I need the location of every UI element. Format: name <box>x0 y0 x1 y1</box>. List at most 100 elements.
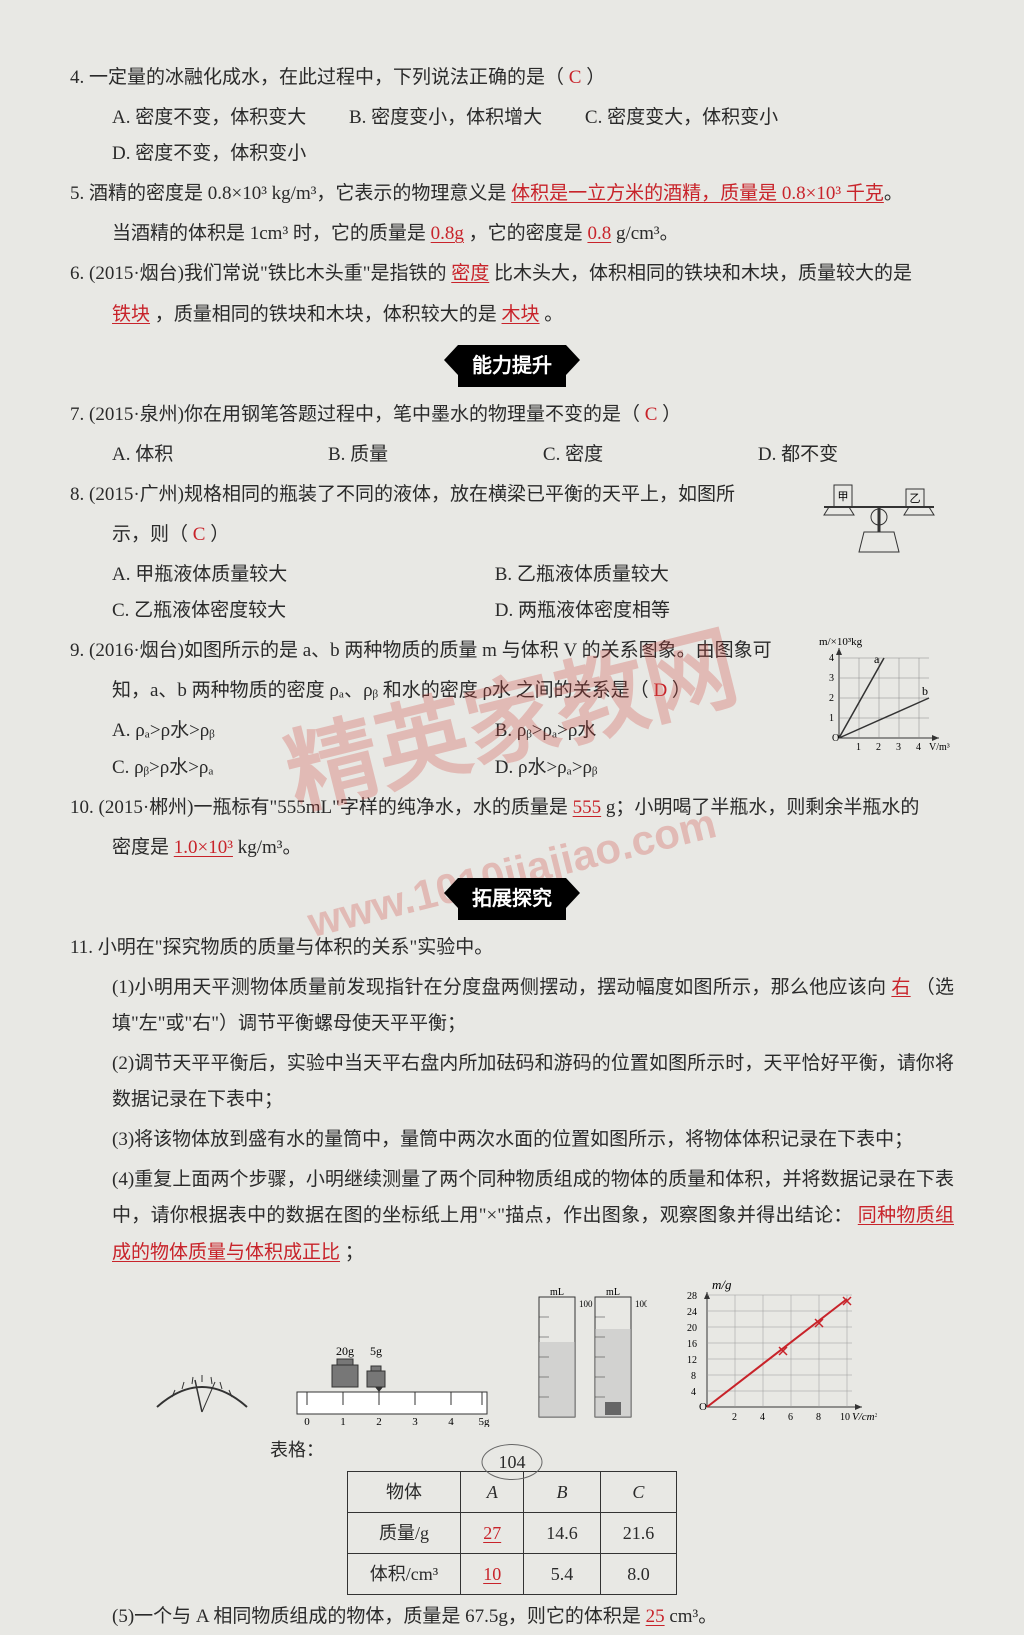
question-10: 10. (2015·郴州)一瓶标有"555mL"字样的纯净水，水的质量是 555… <box>70 790 954 826</box>
svg-text:O: O <box>699 1401 707 1413</box>
svg-text:3: 3 <box>412 1416 418 1427</box>
q11-p1a: (1)小明用天平测物体质量前发现指针在分度盘两侧摆动，摆动幅度如图所示，那么他应… <box>112 977 886 998</box>
q6-ans2: 铁块 <box>112 304 150 325</box>
balance-icon: 甲 乙 <box>804 477 954 567</box>
figures-row: 20g 5g 0 1 2 3 4 5g mL 100 mL 100 <box>70 1277 954 1427</box>
q11-p5: (5)一个与 A 相同物质组成的物体，质量是 67.5g，则它的体积是 25 c… <box>70 1599 954 1635</box>
svg-text:4: 4 <box>448 1416 454 1427</box>
q11-p4a: (4)重复上面两个步骤，小明继续测量了两个同种物质组成的物体的质量和体积，并将数… <box>112 1169 954 1226</box>
weight-20g: 20g <box>336 1344 354 1358</box>
question-5-line2: 当酒精的体积是 1cm³ 时，它的质量是 0.8g ，它的密度是 0.8 g/c… <box>70 216 954 252</box>
q10-l1a: 10. (2015·郴州)一瓶标有"555mL"字样的纯净水，水的质量是 <box>70 797 568 818</box>
question-11: 11. 小明在"探究物质的质量与体积的关系"实验中。 <box>70 930 954 966</box>
q6-l1a: 6. (2015·烟台)我们常说"铁比木头重"是指铁的 <box>70 263 447 284</box>
q7-opt-d: D. 都不变 <box>758 437 838 473</box>
svg-text:1: 1 <box>829 713 834 724</box>
question-10-line2: 密度是 1.0×10³ kg/m³。 <box>70 830 954 866</box>
q4-options: A. 密度不变，体积变大 B. 密度变小，体积增大 C. 密度变大，体积变小 D… <box>70 100 954 172</box>
svg-text:m/g: m/g <box>712 1277 732 1292</box>
q10-l1b: g；小明喝了半瓶水，则剩余半瓶水的 <box>606 797 920 818</box>
question-6-line2: 铁块 ，质量相同的铁块和木块，体积较大的是 木块 。 <box>70 297 954 333</box>
svg-text:12: 12 <box>687 1355 697 1366</box>
section-tag-1: 能力提升 <box>458 345 566 387</box>
q4-opt-b: B. 密度变小，体积增大 <box>349 100 542 136</box>
cylinders-figure: mL 100 mL 100 <box>527 1287 647 1427</box>
svg-text:0: 0 <box>304 1416 310 1427</box>
q7-options: A. 体积 B. 质量 C. 密度 D. 都不变 <box>70 437 954 473</box>
q5-ans1: 体积是一立方米的酒精，质量是 0.8×10³ 千克 <box>511 183 884 204</box>
svg-text:8: 8 <box>816 1412 821 1423</box>
q7-tail: ） <box>662 404 681 425</box>
q8-opt-a: A. 甲瓶液体质量较大 <box>112 557 452 593</box>
q8-l2a: 示，则（ <box>112 524 188 545</box>
dial-figure <box>147 1357 257 1427</box>
q4-opt-c: C. 密度变大，体积变小 <box>585 100 778 136</box>
svg-text:a: a <box>874 652 880 666</box>
th-c: C <box>600 1471 677 1512</box>
q8-l2b: ） <box>210 524 229 545</box>
vol-b: 5.4 <box>524 1554 601 1595</box>
svg-text:O: O <box>832 733 839 744</box>
q9-opt-a: A. ρₐ>ρ水>ρᵦ <box>112 713 452 749</box>
svg-text:1: 1 <box>856 742 861 753</box>
q9-l1: 9. (2016·烟台)如图所示的是 a、b 两种物质的质量 m 与体积 V 的… <box>70 640 772 661</box>
q8-l1: 8. (2015·广州)规格相同的瓶装了不同的液体，放在横梁已平衡的天平上，如图… <box>70 484 735 505</box>
q4-stem: 4. 一定量的冰融化成水，在此过程中，下列说法正确的是（ <box>70 67 564 88</box>
q11-p3: (3)将该物体放到盛有水的量筒中，量筒中两次水面的位置如图所示，将物体体积记录在… <box>70 1122 954 1158</box>
q7-answer: C <box>645 404 658 425</box>
svg-text:V/cm³: V/cm³ <box>852 1411 877 1423</box>
q6-ans1: 密度 <box>451 263 489 284</box>
q8-answer: C <box>193 524 206 545</box>
q4-opt-d: D. 密度不变，体积变小 <box>112 136 306 172</box>
table-row: 质量/g 27 14.6 21.6 <box>347 1513 676 1554</box>
question-7: 7. (2015·泉州)你在用钢笔答题过程中，笔中墨水的物理量不变的是（ C ） <box>70 397 954 433</box>
q6-l2b: 。 <box>544 304 563 325</box>
svg-text:乙: 乙 <box>910 492 921 505</box>
svg-text:2: 2 <box>876 742 881 753</box>
svg-text:4: 4 <box>916 742 921 753</box>
q6-l2a: ，质量相同的铁块和木块，体积较大的是 <box>155 304 497 325</box>
ruler-max: 5g <box>479 1416 491 1427</box>
section-header-1: 能力提升 <box>70 345 954 387</box>
q8-opt-c: C. 乙瓶液体密度较大 <box>112 593 452 629</box>
q7-opt-c: C. 密度 <box>543 437 603 473</box>
svg-text:3: 3 <box>829 673 834 684</box>
q5-l2c: g/cm³。 <box>616 223 679 244</box>
mv-result-graph: m/g O 48 1216 2024 28 24 68 10 V/cm³ <box>677 1277 877 1427</box>
q10-ans1: 555 <box>573 797 602 818</box>
svg-text:2: 2 <box>829 693 834 704</box>
q5-l1b: 。 <box>884 183 903 204</box>
svg-text:V/m³: V/m³ <box>929 742 950 753</box>
section-tag-2: 拓展探究 <box>458 878 566 920</box>
q9-l2b: ） <box>672 680 691 701</box>
q11-stem: 11. 小明在"探究物质的质量与体积的关系"实验中。 <box>70 937 493 958</box>
svg-text:b: b <box>922 684 928 698</box>
graph-ylabel: m/×10³kg <box>819 636 863 648</box>
svg-text:6: 6 <box>788 1412 793 1423</box>
svg-text:mL: mL <box>550 1287 564 1298</box>
svg-text:2: 2 <box>732 1412 737 1423</box>
svg-text:4: 4 <box>829 653 834 664</box>
svg-text:甲: 甲 <box>838 491 849 503</box>
mv-graph-icon: m/×10³kg a b O 12 34 V/m³ 12 34 <box>814 633 954 758</box>
q5-ans2: 0.8g <box>431 223 464 244</box>
section-header-2: 拓展探究 <box>70 878 954 920</box>
svg-text:100: 100 <box>579 1299 593 1309</box>
weight-5g: 5g <box>370 1344 382 1358</box>
q5-l2b: ，它的密度是 <box>469 223 583 244</box>
vol-c: 8.0 <box>600 1554 677 1595</box>
q11-p4: (4)重复上面两个步骤，小明继续测量了两个同种物质组成的物体的质量和体积，并将数… <box>70 1162 954 1270</box>
svg-text:8: 8 <box>691 1371 696 1382</box>
question-6: 6. (2015·烟台)我们常说"铁比木头重"是指铁的 密度 比木头大，体积相同… <box>70 256 954 292</box>
page-number: 104 <box>482 1444 543 1480</box>
svg-text:1: 1 <box>340 1416 346 1427</box>
svg-text:2: 2 <box>376 1416 382 1427</box>
q4-opt-a: A. 密度不变，体积变大 <box>112 100 306 136</box>
svg-text:24: 24 <box>687 1307 697 1318</box>
q9-opt-d: D. ρ水>ρₐ>ρᵦ <box>495 750 598 786</box>
q9-opt-b: B. ρᵦ>ρₐ>ρ水 <box>495 713 597 749</box>
row-vol-label: 体积/cm³ <box>347 1554 460 1595</box>
mass-a: 27 <box>461 1513 524 1554</box>
svg-text:4: 4 <box>691 1387 696 1398</box>
q11-p1: (1)小明用天平测物体质量前发现指针在分度盘两侧摆动，摆动幅度如图所示，那么他应… <box>70 970 954 1042</box>
